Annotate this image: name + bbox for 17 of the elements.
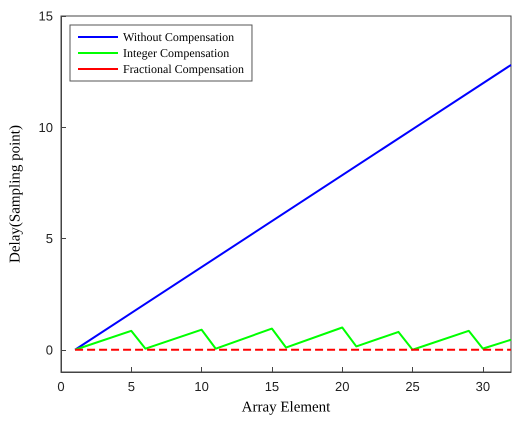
x-tick-label: 0 xyxy=(57,379,65,394)
x-tick-label: 5 xyxy=(128,379,135,394)
y-tick-label: 0 xyxy=(46,342,53,358)
x-tick-label: 20 xyxy=(335,379,350,394)
legend-label: Integer Compensation xyxy=(123,46,230,60)
x-tick-label: 15 xyxy=(264,379,280,394)
legend-label: Without Compensation xyxy=(123,30,234,44)
x-tick-label: 25 xyxy=(405,379,420,394)
x-tick-label: 30 xyxy=(476,379,490,394)
y-tick-label: 5 xyxy=(46,231,53,246)
legend-label: Fractional Compensation xyxy=(123,62,244,76)
y-tick-label: 15 xyxy=(38,8,53,24)
line-series xyxy=(74,326,512,351)
x-axis-title: Array Element xyxy=(242,400,332,416)
y-axis-title: Delay(Sampling point) xyxy=(8,125,24,263)
y-tick-label: 10 xyxy=(38,120,53,135)
x-tick-label: 10 xyxy=(194,379,209,394)
